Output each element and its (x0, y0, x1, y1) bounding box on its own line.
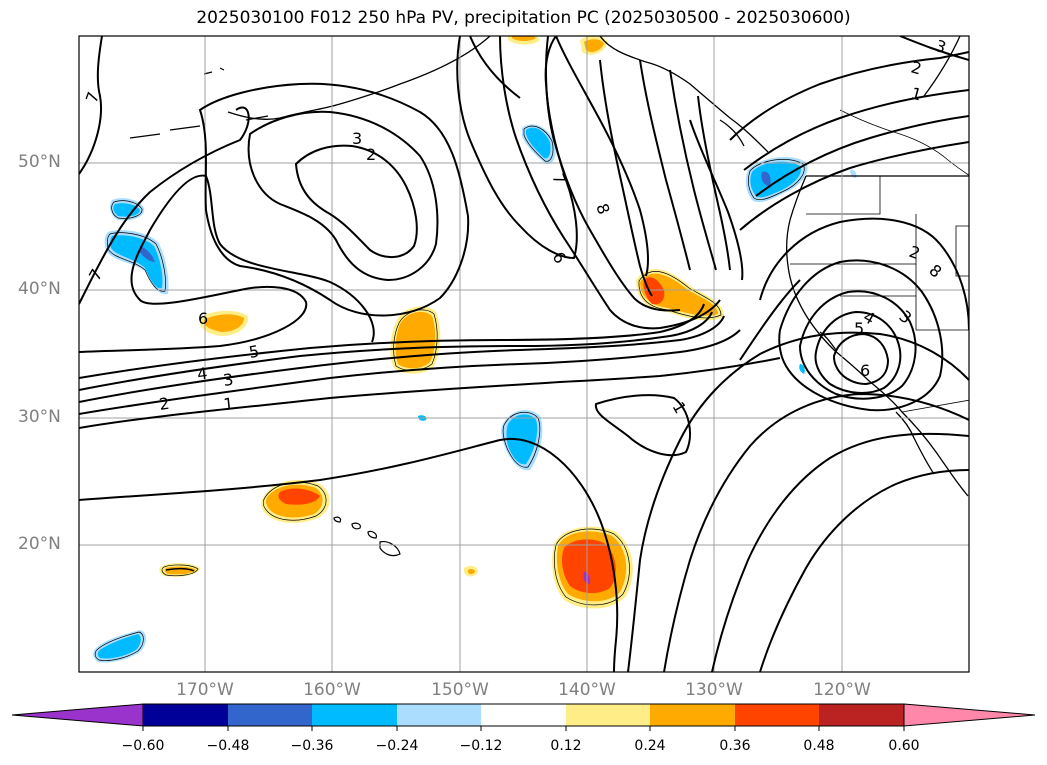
contour-label: 6 (198, 309, 208, 328)
contour-label: 1 (222, 394, 234, 414)
lat-label: 20°N (18, 534, 61, 554)
precip-positive-anomalies (159, 36, 724, 609)
pv-contour-ridge-east-4 (739, 141, 969, 231)
contour-label: 2 (366, 145, 376, 164)
pv-contour-2-south (79, 329, 741, 415)
pv-contour-south-central (79, 437, 619, 672)
pv-contour-1-low (294, 144, 418, 258)
colorbar-segment (397, 704, 481, 726)
pv-contour-cutoff-5 (814, 310, 902, 394)
lat-label: 30°N (18, 407, 61, 427)
pv-contour-south-east-2 (663, 392, 969, 672)
pv-contour-ridge-east-3 (755, 115, 969, 197)
contour-label: 3 (222, 370, 235, 390)
pv-contour-trough-2 (499, 36, 721, 330)
pv-contour-ridge-8 (689, 119, 744, 281)
lat-label: 40°N (18, 279, 61, 299)
pv-contour-cutoff-3 (778, 259, 944, 412)
lon-label: 120°W (813, 680, 871, 700)
colorbar-tick-label: −0.12 (459, 738, 503, 754)
colorbar-tick-label: 0.24 (634, 738, 666, 754)
colorbar-segment (650, 704, 735, 726)
colorbar-tick-label: 0.36 (719, 738, 751, 754)
pv-contour-8 (555, 36, 649, 277)
pv-contour-7-loop (79, 106, 250, 305)
pv-contour-south-east-1 (627, 331, 969, 672)
colorbar-segment (566, 704, 650, 726)
pv-contour-top-east (899, 36, 969, 61)
contour-label: 2 (158, 394, 171, 414)
colorbar-tick-label: −0.36 (290, 738, 334, 754)
pv-contour-cutoff-outer (739, 279, 801, 361)
lon-label: 170°W (176, 680, 234, 700)
colorbar-tick-label: −0.60 (121, 738, 165, 754)
colorbar-segment (312, 704, 397, 726)
contour-label: 7 (548, 171, 569, 187)
colorbar-segment (819, 704, 904, 726)
contour-label: 2 (907, 242, 923, 263)
colorbar-tick-label: −0.24 (375, 738, 419, 754)
contour-label: 7 (85, 266, 107, 284)
lat-label: 50°N (18, 152, 61, 172)
colorbar-tick-label: 0.60 (888, 738, 920, 754)
pv-contour-3-south (79, 315, 725, 403)
pv-contour-south-east-3 (711, 432, 969, 672)
colorbar (11, 703, 1036, 731)
contour-label: 5 (247, 341, 260, 361)
contour-label: 3 (895, 307, 915, 328)
pv-contour-cutoff-6 (832, 332, 890, 386)
colorbar-segment (481, 704, 566, 726)
contour-label: 4 (196, 364, 209, 384)
pv-contour-trough-3 (545, 36, 681, 312)
pv-contour-cutoff-4 (798, 290, 917, 400)
contour-label: 3 (352, 129, 362, 148)
colorbar-tick-label: 0.12 (550, 738, 582, 754)
contour-label: 5 (854, 319, 864, 338)
lon-label: 150°W (431, 680, 489, 700)
colorbar-segment (228, 704, 312, 726)
pv-contour-south-central-2 (469, 36, 521, 99)
colorbar-tick-label: 0.48 (803, 738, 835, 754)
pv-contour-cutoff-2 (759, 217, 969, 331)
colorbar-segment (735, 704, 819, 726)
contour-label: 1 (909, 84, 924, 105)
contour-label: 2 (909, 58, 924, 79)
pv-contour-1-south (79, 357, 781, 429)
pv-contour-trough-4 (599, 59, 653, 297)
pv-contour-trough-5 (639, 59, 691, 271)
pv-contours (79, 36, 969, 672)
lon-label: 130°W (685, 680, 743, 700)
colorbar-extend-high (903, 703, 1036, 727)
precip-negative-anomalies (93, 124, 857, 663)
pv-contour-ridge-east-2 (743, 89, 969, 171)
colorbar-segment (143, 704, 228, 726)
colorbar-extend-low (11, 703, 144, 727)
precip-outlines (94, 125, 805, 661)
pv-contour-4-south (79, 311, 713, 391)
pv-contour-trough-1 (456, 36, 578, 260)
coastlines (129, 36, 969, 497)
map-title: 2025030100 F012 250 hPa PV, precipitatio… (196, 8, 851, 28)
pv-contour-6-loop (79, 174, 375, 353)
lon-label: 140°W (558, 680, 616, 700)
map-frame (78, 35, 970, 673)
borders (790, 109, 969, 413)
pv-contour-2-low (247, 110, 439, 282)
pv-contour-5-south (79, 303, 705, 379)
lon-label: 160°W (303, 680, 361, 700)
pv-contour-3-low (198, 82, 470, 317)
pv-contour-7-west (79, 36, 103, 175)
contour-label: 8 (925, 261, 945, 282)
pv-contour-trough-7 (697, 95, 731, 271)
pv-contour-1-island (594, 394, 691, 457)
contour-label: 8 (592, 201, 613, 217)
colorbar-tick-label: −0.48 (206, 738, 250, 754)
pv-contour-south-east-4 (759, 469, 969, 672)
pv-contour-ridge-east (729, 51, 969, 141)
pv-contour-trough-6 (669, 69, 717, 271)
contour-label: 6 (860, 361, 870, 380)
